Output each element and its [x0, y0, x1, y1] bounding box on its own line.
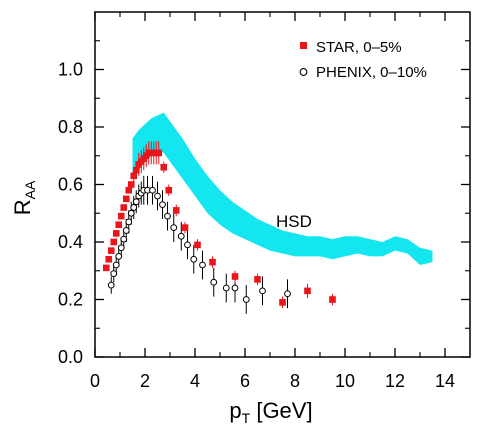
x-axis-label-sub: T	[242, 410, 251, 426]
x-tick-layer: 0 2 4 6 8 10 12 14	[90, 12, 455, 391]
star-point	[122, 195, 130, 203]
star-point	[279, 299, 286, 306]
phenix-point	[127, 209, 135, 217]
x-tick-label: 14	[435, 371, 455, 391]
phenix-point	[222, 284, 230, 292]
star-point	[231, 273, 239, 280]
phenix-point	[122, 227, 130, 234]
phenix-point	[107, 281, 115, 289]
phenix-point	[120, 235, 128, 243]
phenix-point	[164, 212, 171, 220]
phenix-point	[159, 201, 166, 209]
marker-layer	[102, 149, 336, 306]
legend: STAR, 0–5% PHENIX, 0–10%	[299, 39, 427, 81]
star-point	[329, 296, 336, 303]
phenix-point	[210, 278, 218, 286]
x-tick-label: 6	[240, 371, 250, 391]
star-point	[102, 264, 110, 272]
phenix-point	[130, 204, 138, 211]
star-point	[112, 230, 120, 237]
legend-star-label: STAR, 0–5%	[316, 39, 402, 56]
y-tick-label: 0.4	[58, 232, 83, 252]
x-tick-label: 12	[385, 371, 405, 391]
star-point	[127, 181, 135, 188]
y-axis-label-sub: AA	[22, 180, 38, 199]
x-tick-label: 0	[90, 371, 100, 391]
star-point	[209, 258, 216, 266]
legend-phenix-marker	[299, 68, 308, 76]
y-tick-label: 0.6	[58, 175, 83, 195]
y-tick-label: 0.2	[58, 290, 83, 310]
star-point	[254, 276, 261, 283]
phenix-point	[117, 244, 125, 252]
star-point	[194, 241, 201, 249]
star-point	[117, 212, 125, 220]
phenix-point	[199, 261, 206, 269]
phenix-point	[125, 218, 133, 226]
star-point	[132, 166, 140, 174]
star-point	[110, 238, 118, 246]
x-tick-label: 10	[335, 371, 355, 391]
hsd-band	[132, 112, 433, 265]
star-point	[130, 172, 138, 180]
band-layer	[132, 112, 433, 265]
star-point	[115, 221, 123, 229]
y-tick-layer: 0.0 0.2 0.4 0.6 0.8 1.0	[58, 40, 470, 367]
phenix-point	[132, 198, 140, 206]
star-point	[304, 287, 311, 295]
legend-phenix-label: PHENIX, 0–10%	[316, 64, 427, 81]
star-point	[155, 149, 163, 157]
phenix-point	[110, 270, 118, 278]
phenix-point	[190, 255, 198, 263]
star-point	[105, 255, 113, 263]
legend-star-marker	[300, 42, 307, 49]
star-point	[165, 186, 173, 194]
phenix-point	[115, 252, 123, 260]
star-point	[120, 204, 128, 211]
y-tick-label: 0.8	[58, 117, 83, 137]
star-point	[107, 247, 115, 254]
y-tick-label: 1.0	[58, 60, 83, 80]
phenix-point	[259, 287, 266, 295]
phenix-point	[112, 261, 120, 269]
star-point	[125, 186, 133, 194]
y-tick-label: 0.0	[58, 347, 83, 367]
y-axis-label: RAA	[10, 180, 38, 215]
phenix-point	[284, 290, 291, 298]
phenix-point	[231, 284, 239, 292]
x-axis-label: pT [GeV]	[229, 398, 312, 426]
band-label: HSD	[276, 212, 312, 231]
phenix-point	[170, 224, 178, 232]
x-tick-label: 8	[290, 371, 300, 391]
phenix-point	[242, 296, 250, 303]
star-point	[181, 224, 189, 231]
star-point	[172, 207, 180, 214]
phenix-point	[149, 186, 156, 194]
x-tick-label: 2	[140, 371, 150, 391]
phenix-point	[154, 192, 161, 200]
phenix-point	[177, 232, 185, 240]
x-tick-label: 4	[190, 371, 200, 391]
phenix-point	[184, 241, 191, 249]
star-point	[160, 163, 168, 171]
